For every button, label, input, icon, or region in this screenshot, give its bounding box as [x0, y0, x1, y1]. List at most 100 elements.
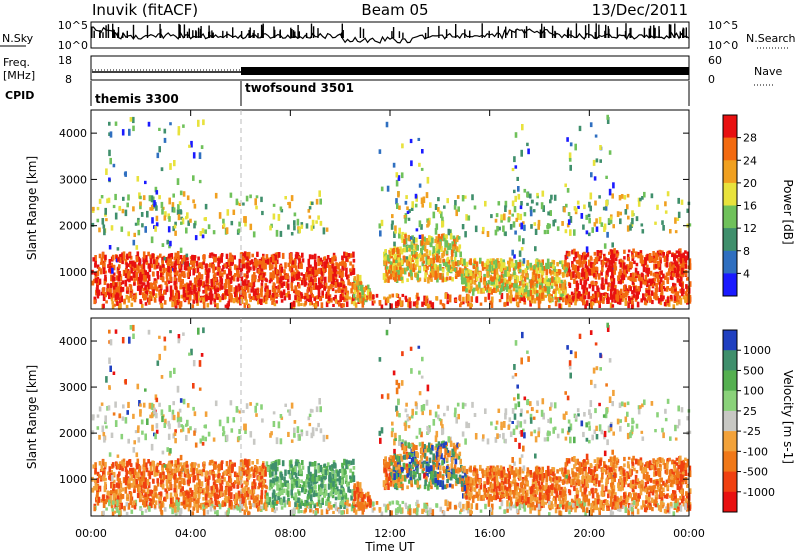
power-cell [182, 287, 186, 294]
power-cell [563, 266, 567, 274]
power-cell [520, 149, 523, 157]
power-cell [581, 272, 585, 277]
power-cell [549, 277, 553, 283]
power-cell [594, 275, 598, 280]
power-cell [497, 201, 501, 206]
power-cell [416, 244, 419, 251]
power-cell [241, 286, 244, 294]
power-cell [189, 294, 192, 301]
power-cell [656, 273, 659, 279]
power-cell [470, 296, 473, 303]
power-cell [293, 225, 296, 231]
velocity-cell [457, 467, 460, 474]
power-cell [430, 278, 433, 282]
power-cell [567, 266, 571, 273]
power-cell [630, 299, 634, 305]
power-cell [385, 254, 388, 261]
power-cell [276, 259, 279, 264]
power-cell [146, 271, 150, 279]
power-cell [270, 278, 273, 282]
power-cell [214, 288, 217, 295]
power-cell [259, 272, 262, 276]
power-cell [193, 284, 196, 292]
power-cell [626, 288, 630, 293]
power-cell [277, 214, 281, 221]
power-cell [660, 289, 664, 294]
power-cell [154, 293, 158, 298]
power-cell [609, 249, 613, 254]
noise-bar [608, 28, 610, 38]
power-cell [571, 249, 574, 253]
power-cell [392, 258, 396, 263]
power-cell [165, 272, 169, 279]
power-cell [93, 278, 96, 284]
power-cell [241, 256, 245, 260]
noise-bar [232, 27, 234, 38]
power-cell [432, 254, 435, 258]
power-cell [473, 280, 477, 285]
power-cell [682, 295, 686, 300]
velocity-cell [549, 406, 552, 411]
power-cell [522, 281, 525, 286]
power-cell [178, 201, 182, 206]
power-cell [619, 279, 623, 285]
power-cell [293, 258, 296, 265]
power-cell [612, 257, 615, 264]
power-cell [611, 281, 615, 287]
power-cell [163, 290, 166, 294]
power-cell [230, 220, 234, 226]
power-cell [507, 271, 510, 277]
power-cell [167, 226, 171, 233]
power-cell [574, 143, 577, 151]
power-cell [305, 272, 308, 278]
power-cell [632, 293, 636, 298]
noise-bar [481, 23, 483, 38]
power-cell [193, 293, 196, 301]
velocity-cell [523, 419, 527, 424]
power-cell [486, 282, 490, 287]
power-cell [135, 264, 138, 271]
power-cell [569, 142, 573, 147]
power-cell [354, 302, 358, 308]
power-cell [505, 280, 509, 287]
power-cell [421, 262, 425, 267]
power-cell [255, 259, 258, 264]
power-cell [568, 294, 571, 299]
power-cell [98, 227, 101, 233]
power-cell [128, 270, 131, 277]
velocity-cell [399, 478, 403, 485]
power-cell [275, 269, 279, 275]
power-cell [469, 302, 472, 307]
power-cell [204, 268, 208, 275]
power-cell [340, 261, 344, 266]
velocity-cell [628, 493, 631, 497]
power-cell [503, 302, 506, 307]
power-cell [647, 267, 651, 275]
power-cell [680, 253, 684, 260]
power-cell [273, 302, 277, 307]
power-cell [423, 253, 427, 257]
power-cell [444, 241, 447, 248]
power-cell [463, 277, 466, 284]
power-cell [258, 298, 262, 304]
power-cell [421, 203, 424, 208]
noise-bar [523, 29, 526, 38]
velocity-cell [129, 469, 132, 476]
power-cell [527, 148, 530, 155]
velocity-cell [639, 457, 643, 462]
power-cell [605, 175, 608, 179]
power-cell [673, 298, 677, 303]
power-cell [674, 288, 677, 292]
power-cell [628, 261, 632, 268]
noise-bar [186, 31, 189, 38]
power-cell [293, 212, 297, 217]
power-cell [245, 195, 249, 202]
velocity-cell [326, 462, 330, 467]
power-cell [281, 275, 285, 281]
power-cell [642, 262, 645, 267]
power-cell [118, 270, 121, 277]
power-cell [218, 258, 221, 264]
power-cell [598, 195, 601, 199]
power-cell [319, 220, 323, 226]
power-cell [659, 299, 663, 306]
